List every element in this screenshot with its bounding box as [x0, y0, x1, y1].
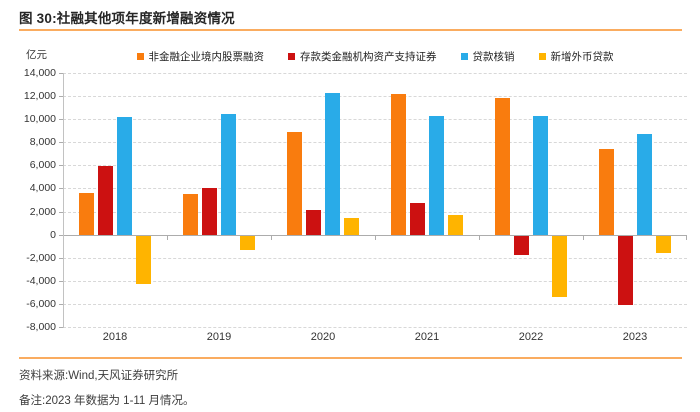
y-tick-label: -2,000	[26, 251, 56, 264]
x-category-label: 2023	[622, 331, 648, 343]
y-tick-label: -4,000	[26, 274, 56, 287]
y-tick-label: 10,000	[23, 113, 56, 126]
y-tick	[59, 211, 63, 213]
bar-2023-series1	[599, 149, 614, 235]
gridline	[63, 188, 687, 190]
gridline	[63, 142, 687, 144]
bar-2018-series3	[117, 116, 132, 235]
figure-title: 图 30:社融其他项年度新增融资情况	[19, 11, 235, 26]
bar-2021-series2	[410, 202, 425, 235]
footer-divider	[19, 357, 682, 359]
y-tick-label: 6,000	[29, 159, 56, 172]
legend-item-series1: 非金融企业境内股票融资	[136, 49, 265, 64]
bar-2019-series1	[183, 194, 198, 235]
legend-swatch-icon	[288, 53, 295, 60]
legend-swatch-icon	[538, 53, 546, 60]
bar-2023-series3	[637, 134, 652, 235]
x-axis-tick	[479, 235, 480, 240]
y-tick	[59, 119, 63, 121]
y-tick-label: 0	[50, 228, 56, 241]
x-category-label: 2021	[414, 331, 440, 343]
legend-item-series4: 新增外币贷款	[538, 49, 614, 64]
y-tick	[59, 257, 63, 259]
y-axis-line	[63, 73, 64, 328]
bar-2021-series3	[429, 115, 444, 235]
x-axis-tick	[375, 235, 376, 240]
y-tick	[59, 96, 63, 98]
bar-2019-series3	[221, 113, 236, 235]
bar-2018-series4	[136, 235, 151, 285]
y-tick	[59, 142, 63, 144]
y-tick-label: 8,000	[29, 136, 56, 149]
bar-2019-series4	[240, 235, 255, 251]
legend-label: 存款类金融机构资产支持证券	[300, 51, 437, 63]
y-tick	[59, 327, 63, 328]
y-tick-label: 2,000	[29, 205, 56, 218]
bar-2022-series2	[514, 235, 529, 256]
bar-2021-series4	[448, 215, 463, 235]
gridline	[63, 327, 687, 328]
gridline	[63, 73, 687, 74]
bar-2022-series1	[495, 98, 510, 235]
legend-swatch-icon	[136, 53, 144, 60]
gridline	[63, 257, 687, 259]
y-tick	[59, 73, 63, 74]
y-tick-label: 14,000	[23, 67, 56, 79]
legend-item-series3: 贷款核销	[460, 49, 515, 64]
plot-area	[63, 73, 687, 328]
legend-item-series2: 存款类金融机构资产支持证券	[288, 49, 437, 64]
chart-legend: 非金融企业境内股票融资 存款类金融机构资产支持证券 贷款核销 新增外币贷款	[63, 49, 687, 64]
gridline	[63, 96, 687, 98]
legend-label: 新增外币贷款	[550, 51, 614, 63]
y-tick-label: -6,000	[26, 297, 56, 310]
x-category-label: 2022	[518, 331, 544, 343]
y-tick-label: -8,000	[26, 321, 56, 333]
x-axis-tick	[583, 235, 584, 240]
bar-2021-series1	[391, 94, 406, 235]
x-axis-tick	[271, 235, 272, 240]
x-category-label: 2018	[102, 331, 128, 343]
gridline	[63, 280, 687, 282]
bar-2020-series2	[306, 209, 321, 235]
gridline	[63, 165, 687, 167]
bar-2019-series2	[202, 187, 217, 235]
y-tick	[59, 188, 63, 190]
y-tick	[59, 234, 63, 236]
gridline	[63, 119, 687, 121]
y-tick	[59, 165, 63, 167]
bar-2023-series2	[618, 235, 633, 305]
legend-label: 贷款核销	[472, 51, 515, 63]
x-category-label: 2019	[206, 331, 232, 343]
title-divider	[19, 29, 682, 31]
x-axis-tick	[167, 235, 168, 240]
gridline	[63, 303, 687, 305]
gridline	[63, 211, 687, 213]
bar-2020-series3	[325, 93, 340, 235]
y-tick	[59, 303, 63, 305]
bar-2023-series4	[656, 235, 671, 253]
y-tick-label: 12,000	[23, 90, 56, 103]
bar-2020-series1	[287, 131, 302, 235]
legend-swatch-icon	[460, 53, 468, 60]
source-note: 资料来源:Wind,天风证券研究所	[19, 370, 179, 382]
legend-label: 非金融企业境内股票融资	[148, 51, 265, 63]
x-category-label: 2020	[310, 331, 336, 343]
data-note: 备注:2023 年数据为 1-11 月情况。	[19, 395, 195, 407]
bar-2018-series1	[79, 193, 94, 235]
bar-2018-series2	[98, 165, 113, 235]
x-axis-tick	[686, 235, 687, 240]
y-axis-unit-label: 亿元	[26, 49, 47, 61]
y-tick	[59, 280, 63, 282]
y-tick-label: 4,000	[29, 182, 56, 195]
zero-gridline	[63, 234, 687, 236]
bar-2022-series4	[552, 235, 567, 297]
bar-2020-series4	[344, 218, 359, 235]
bar-2022-series3	[533, 116, 548, 235]
